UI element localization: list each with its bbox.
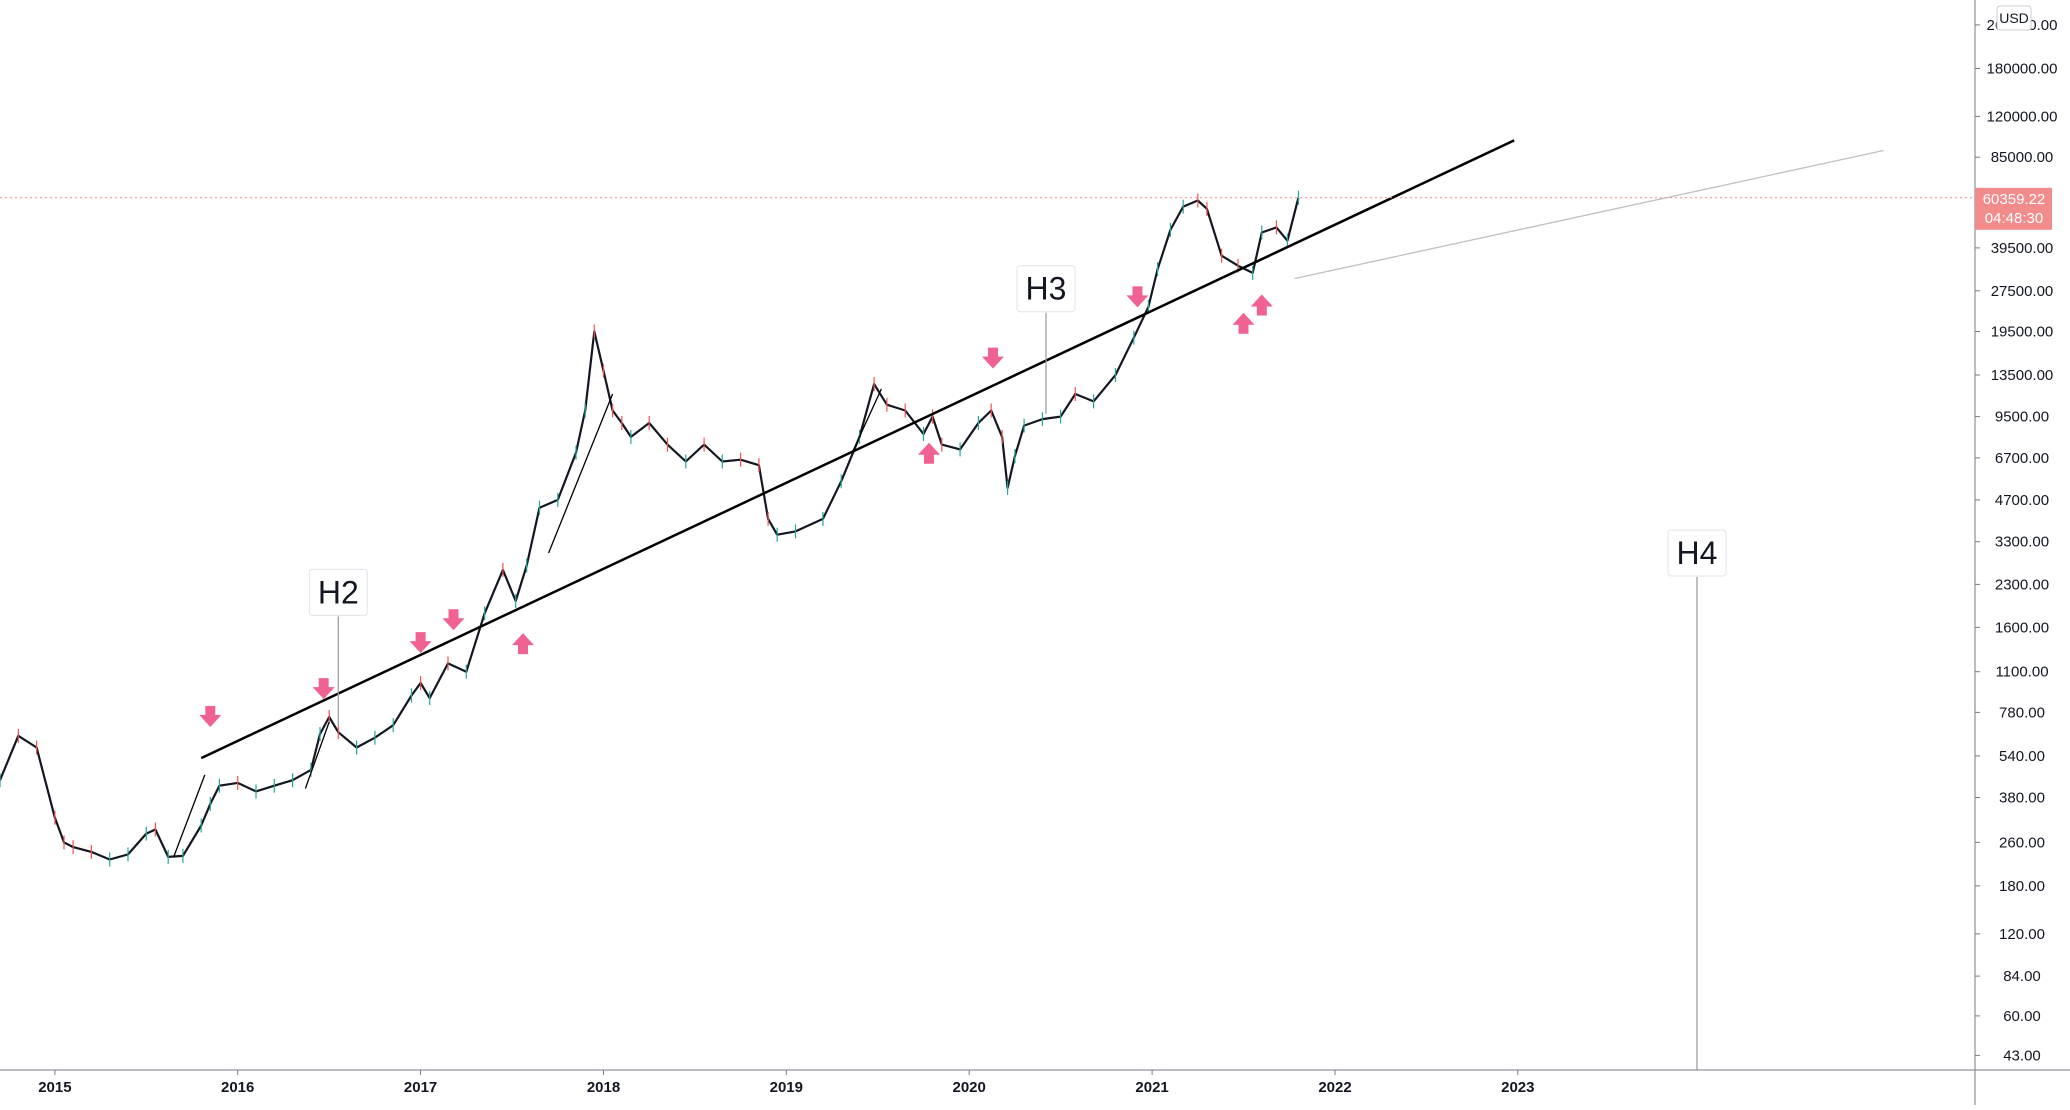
y-tick-label: 9500.00 — [1995, 409, 2049, 426]
currency-label: USD — [1999, 10, 2029, 26]
arrow-down-icon[interactable] — [981, 347, 1004, 369]
y-tick-label: 27500.00 — [1991, 283, 2054, 300]
y-tick-label: 1600.00 — [1995, 619, 2049, 636]
y-tick-label: 39500.00 — [1991, 240, 2054, 257]
y-tick-label: 3300.00 — [1995, 534, 2049, 551]
annotation-box[interactable] — [308, 568, 368, 616]
y-tick-label: 13500.00 — [1991, 367, 2054, 384]
currency-badge[interactable]: USD — [1996, 5, 2032, 31]
annotation-label: H2 — [318, 574, 359, 610]
annotations: H2 H3 H4 — [308, 265, 1727, 1070]
arrow-down-icon[interactable] — [409, 632, 432, 654]
x-tick-label: 2019 — [770, 1079, 803, 1096]
arrow-down-icon[interactable] — [199, 706, 222, 728]
arrow-up-icon[interactable] — [1250, 294, 1273, 316]
x-tick-label: 2023 — [1501, 1079, 1534, 1096]
y-tick-label: 180.00 — [1999, 878, 2045, 895]
x-tick-label: 2017 — [404, 1079, 437, 1096]
y-tick-label: 120.00 — [1999, 926, 2045, 943]
x-tick-label: 2016 — [221, 1079, 254, 1096]
candle-countdown: 04:48:30 — [1985, 210, 2043, 227]
y-tick-label: 85000.00 — [1991, 149, 2054, 166]
y-axis-panel[interactable] — [1975, 0, 2070, 1105]
trendlines — [173, 139, 1884, 858]
trendline[interactable] — [547, 393, 614, 554]
y-tick-label: 43.00 — [2003, 1047, 2041, 1064]
y-tick-label: 540.00 — [1999, 748, 2045, 765]
trendline[interactable] — [304, 721, 330, 789]
y-tick-label: 1100.00 — [1995, 664, 2048, 681]
y-tick-label: 120000.00 — [1987, 108, 2058, 125]
price-badge-bg — [1975, 187, 2052, 230]
arrow-down-icon[interactable] — [442, 609, 465, 631]
arrow-up-icon[interactable] — [917, 442, 940, 464]
trendline[interactable] — [200, 139, 1515, 760]
x-axis-panel[interactable] — [0, 1070, 1975, 1105]
y-tick-label: 4700.00 — [1995, 492, 2049, 509]
price-line — [0, 197, 1300, 861]
y-tick-label: 780.00 — [1999, 704, 2045, 721]
y-tick-label: 260.00 — [1999, 834, 2045, 851]
arrow-up-icon[interactable] — [512, 633, 535, 655]
x-tick-label: 2022 — [1318, 1079, 1351, 1096]
arrow-up-icon[interactable] — [1232, 312, 1255, 334]
x-tick-label: 2018 — [587, 1079, 620, 1096]
annotation-label: H3 — [1026, 271, 1067, 307]
trendline[interactable] — [851, 388, 882, 453]
x-tick-label: 2020 — [953, 1079, 986, 1096]
price-badge: 60359.22 04:48:30 — [1975, 187, 2052, 230]
annotation-box[interactable] — [1016, 265, 1076, 313]
y-tick-label: 19500.00 — [1991, 324, 2054, 341]
x-tick-label: 2015 — [38, 1079, 71, 1096]
y-tick-label: 6700.00 — [1995, 450, 2049, 467]
arrow-down-icon[interactable] — [312, 678, 335, 700]
y-axis-ticks: 43.00 60.00 84.00 120.00 180.00 260.00 380.00 5… — [1975, 17, 2058, 1064]
current-price-value: 60359.22 — [1983, 191, 2046, 208]
trendline[interactable] — [1294, 149, 1884, 280]
annotation-label: H4 — [1677, 535, 1718, 571]
signal-arrows — [199, 286, 1273, 728]
y-tick-label: 2300.00 — [1995, 576, 2049, 593]
y-tick-label: 380.00 — [1999, 790, 2045, 807]
y-tick-label: 180000.00 — [1987, 61, 2058, 78]
x-axis-ticks: 2015 2016 2017 2018 2019 2020 2021 2022 2023 — [38, 1070, 1534, 1096]
annotation-box[interactable] — [1667, 529, 1727, 577]
x-tick-label: 2021 — [1135, 1079, 1168, 1096]
price-series — [0, 190, 1300, 867]
y-tick-label: 60.00 — [2003, 1008, 2041, 1025]
arrow-down-icon[interactable] — [1126, 286, 1149, 308]
trendline[interactable] — [173, 774, 206, 858]
y-tick-label: 84.00 — [2003, 968, 2041, 985]
currency-badge-box — [1996, 5, 2032, 31]
